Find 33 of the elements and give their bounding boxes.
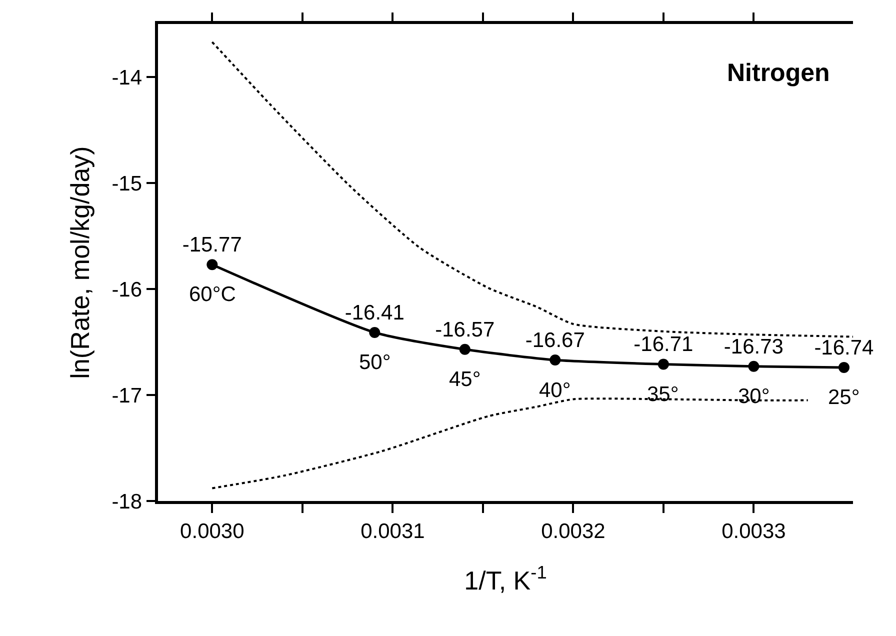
x-tick-label: 0.0033 bbox=[722, 520, 786, 543]
x-tick-label: 0.0030 bbox=[180, 520, 244, 543]
text: Nitrogen bbox=[727, 59, 830, 87]
point bbox=[658, 358, 669, 370]
data-label: -16.73 bbox=[724, 335, 784, 358]
annotation: 25° bbox=[828, 386, 860, 409]
y-tick-label: -14 bbox=[112, 66, 142, 90]
data-label: -16.41 bbox=[344, 301, 404, 324]
y-axis-title: ln(Rate, mol/kg/day) bbox=[65, 146, 96, 379]
annotation: 50° bbox=[359, 351, 391, 374]
data-label: -16.74 bbox=[814, 336, 874, 360]
x-tick-label: 0.0031 bbox=[360, 520, 425, 543]
data-label: -16.71 bbox=[634, 333, 694, 356]
data-label: -15.77 bbox=[182, 233, 242, 256]
annotation: 45° bbox=[449, 368, 481, 391]
annotation: 60°C bbox=[189, 283, 236, 306]
y-tick-label: -18 bbox=[112, 490, 142, 514]
x-tick-label: 0.0032 bbox=[541, 520, 606, 543]
annotation: 35° bbox=[647, 383, 679, 406]
point bbox=[459, 344, 470, 355]
x-axis-title: 1/T, K$^{-1}$ bbox=[464, 562, 547, 596]
annotation: 30° bbox=[738, 385, 770, 408]
point bbox=[748, 360, 760, 372]
point bbox=[838, 362, 850, 373]
data-label: -16.57 bbox=[435, 318, 495, 342]
point bbox=[550, 354, 561, 366]
y-tick-label: -16 bbox=[112, 278, 142, 302]
y-tick-label: -17 bbox=[112, 384, 142, 408]
point bbox=[206, 259, 218, 270]
annotation: 40° bbox=[539, 379, 571, 402]
y-tick-label: -15 bbox=[112, 172, 142, 196]
data-label: -16.67 bbox=[525, 328, 585, 352]
point bbox=[369, 326, 380, 338]
